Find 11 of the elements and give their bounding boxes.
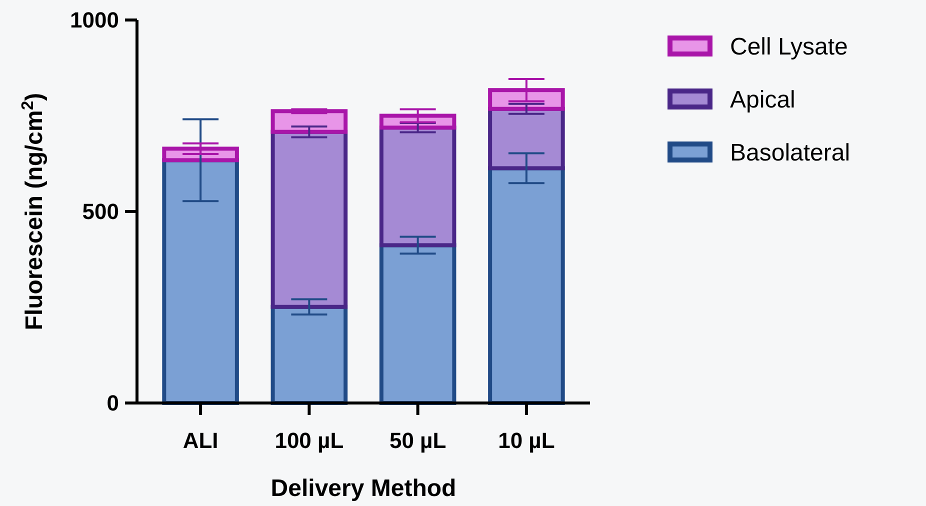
x-tick-label: 100 µL xyxy=(274,428,344,453)
legend-label: Basolateral xyxy=(730,139,850,166)
legend-label: Apical xyxy=(730,86,796,114)
y-tick-label: 1000 xyxy=(70,8,119,33)
y-tick-label: 500 xyxy=(82,199,119,224)
x-axis-title: Delivery Method xyxy=(270,475,456,502)
x-tick-label: ALI xyxy=(182,428,218,453)
y-tick-label: 0 xyxy=(106,390,119,416)
x-tick-label: 50 µL xyxy=(389,428,446,453)
x-tick-label: 10 µL xyxy=(498,428,555,453)
legend-label: Cell Lysate xyxy=(730,33,848,60)
